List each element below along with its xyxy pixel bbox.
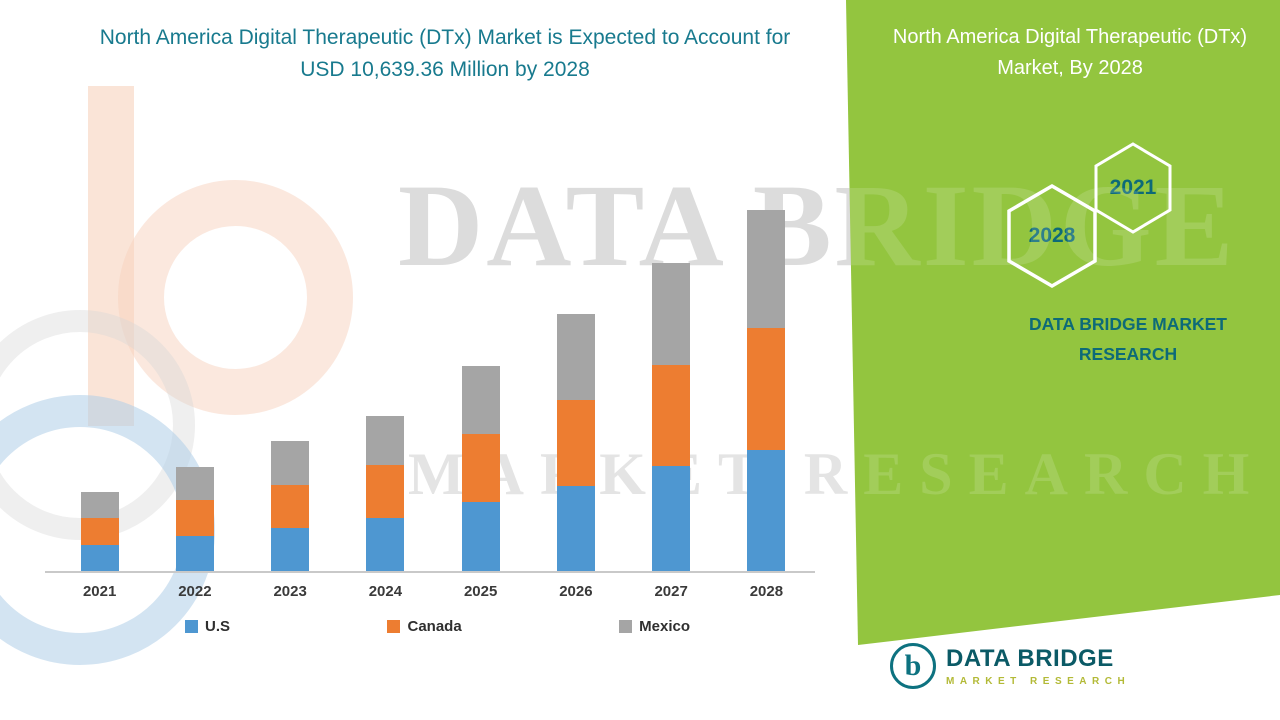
bar-segment-Canada-2021 (80, 518, 119, 545)
stacked-bar-2021 (80, 492, 119, 572)
bar-segment-Mexico-2022 (175, 467, 214, 500)
legend-swatch-Mexico (619, 620, 633, 633)
footer-logo-text-block: DATA BRIDGE MARKET RESEARCH (946, 645, 1130, 687)
bar-slot-2025 (433, 192, 528, 572)
stacked-bar-2027 (652, 263, 691, 572)
bar-segment-U.S-2025 (461, 502, 500, 572)
bar-slot-2024 (338, 192, 433, 572)
legend: U.S Canada Mexico (185, 618, 690, 635)
legend-label-U.S: U.S (205, 618, 231, 635)
footer-logo-subtitle: MARKET RESEARCH (946, 676, 1131, 687)
legend-label-Mexico: Mexico (639, 618, 690, 635)
hexagon-2021-icon (1094, 142, 1172, 234)
legend-item-Canada: Canada (387, 618, 462, 635)
bar-segment-Mexico-2024 (366, 416, 405, 465)
bar-segment-Mexico-2026 (556, 314, 595, 400)
bar-segment-Mexico-2023 (271, 441, 310, 485)
dbmr-logo-icon: b (890, 643, 936, 689)
hexagon-2028-icon (1007, 183, 1097, 289)
bar-segment-Mexico-2028 (747, 210, 786, 328)
x-axis-label-2027: 2027 (654, 583, 688, 600)
chart-title: North America Digital Therapeutic (DTx) … (99, 26, 791, 81)
bar-slot-2028 (719, 192, 814, 572)
bar-segment-U.S-2022 (175, 536, 214, 572)
panel-watermark-subtitle-text: MARKET RESEARCH (408, 441, 1266, 507)
hexagon-badges-icon (1007, 142, 1172, 289)
stacked-bar-2023 (271, 441, 310, 572)
x-axis-label-2023: 2023 (273, 583, 307, 600)
footer-logo: b DATA BRIDGE MARKET RESEARCH (890, 643, 1130, 689)
x-axis-labels: 2021 2022 2023 2024 2025 2026 2027 2028 (52, 583, 814, 600)
bar-slot-2027 (624, 192, 719, 572)
bar-segment-U.S-2027 (652, 466, 691, 572)
hexagon-year-2028: 2028 (1028, 224, 1076, 247)
x-axis-line (45, 571, 815, 573)
panel-heading: North America Digital Therapeutic (DTx) … (892, 26, 1248, 79)
bar-segment-Mexico-2021 (80, 492, 119, 518)
hexagon-year-2021: 2021 (1109, 176, 1157, 199)
bar-segment-U.S-2021 (80, 545, 119, 572)
bar-segment-Canada-2025 (461, 434, 500, 502)
legend-item-Mexico: Mexico (619, 618, 690, 635)
dbmr-monogram: b (904, 649, 922, 682)
bar-slot-2026 (528, 192, 623, 572)
panel-brand-text: DATA BRIDGE MARKET RESEARCH (1029, 314, 1227, 364)
x-axis-label-2022: 2022 (178, 583, 212, 600)
legend-label-Canada: Canada (407, 618, 462, 635)
bar-segment-U.S-2026 (556, 486, 595, 572)
bar-slot-2021 (52, 192, 147, 572)
bar-segment-Canada-2026 (556, 400, 595, 486)
x-axis-label-2026: 2026 (559, 583, 593, 600)
bar-segment-U.S-2023 (271, 528, 310, 572)
legend-item-U.S: U.S (185, 618, 230, 635)
bar-segment-Canada-2028 (747, 328, 786, 450)
bar-slot-2022 (147, 192, 242, 572)
bar-segment-Canada-2024 (366, 465, 405, 518)
bar-segment-Canada-2027 (652, 365, 691, 466)
bar-segment-U.S-2024 (366, 518, 405, 572)
x-axis-label-2025: 2025 (463, 583, 498, 600)
bar-segment-U.S-2028 (747, 450, 786, 572)
x-axis-label-2024: 2024 (368, 583, 403, 600)
stacked-bar-2024 (366, 416, 405, 572)
bar-segment-Mexico-2027 (652, 263, 691, 365)
stacked-bar-2026 (556, 314, 595, 572)
x-axis-label-2028: 2028 (749, 583, 784, 600)
legend-swatch-Canada (387, 620, 401, 633)
stacked-bar-2025 (461, 366, 500, 572)
bar-segment-Canada-2022 (175, 500, 214, 536)
bar-slot-2023 (243, 192, 338, 572)
bar-segment-Mexico-2025 (461, 366, 500, 434)
legend-swatch-U.S (185, 620, 198, 633)
plot-area (52, 192, 814, 572)
bar-segment-Canada-2023 (271, 485, 310, 528)
stacked-bar-2028 (747, 210, 786, 572)
stacked-bar-2022 (175, 467, 214, 572)
footer-logo-name: DATA BRIDGE (946, 645, 1114, 672)
panel-watermark-brand-text: DATA BRIDGE (398, 160, 1237, 291)
x-axis-label-2021: 2021 (82, 583, 117, 600)
